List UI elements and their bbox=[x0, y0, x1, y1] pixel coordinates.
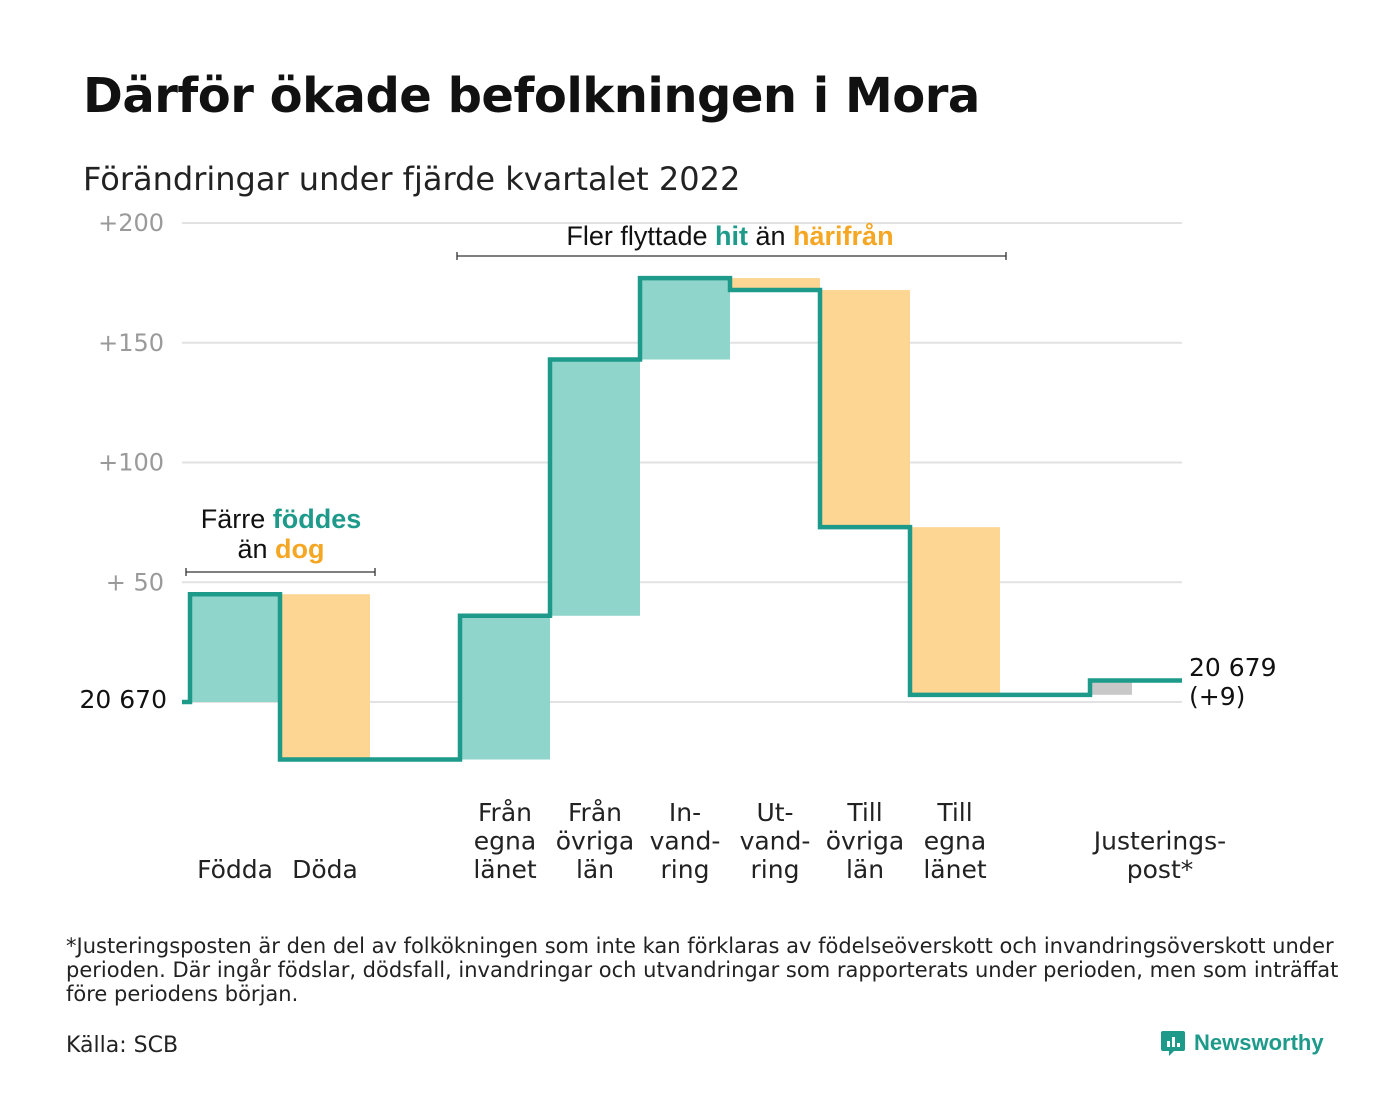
brand-logo: Newsworthy bbox=[1160, 1028, 1324, 1058]
brand-name: Newsworthy bbox=[1194, 1030, 1324, 1055]
end-change-label: (+9) bbox=[1189, 682, 1245, 711]
source-label: Källa: SCB bbox=[66, 1033, 179, 1058]
category-label: Döda bbox=[292, 855, 358, 884]
bar-Från egna länet bbox=[460, 615, 550, 760]
y-tick-label: +200 bbox=[98, 209, 164, 237]
bar-In- vand- ring bbox=[640, 278, 730, 360]
bar-Till egna länet bbox=[910, 527, 1000, 695]
waterfall-chart: +200 +150 +100 + 50 Födda Döda Från egna länet Fr… bbox=[80, 209, 1277, 885]
bar-Justerings- post* bbox=[1090, 680, 1132, 695]
category-label: Födda bbox=[197, 855, 273, 884]
births-annotation-line1: Färre föddes bbox=[201, 504, 362, 534]
category-label: Justerings-post* bbox=[1092, 827, 1226, 885]
category-label: Till övriga län bbox=[826, 798, 905, 884]
category-label: Från egna länet bbox=[473, 798, 536, 884]
y-tick-label: + 50 bbox=[106, 568, 164, 596]
category-label: Till egna länet bbox=[923, 798, 986, 884]
bar-Till övriga län bbox=[820, 290, 910, 528]
end-value-label: 20 679 bbox=[1189, 653, 1276, 682]
bar-Döda bbox=[280, 594, 370, 760]
footnote: *Justeringsposten är den del av folkökni… bbox=[66, 934, 1339, 1006]
category-label: Från övriga län bbox=[556, 798, 635, 884]
cumulative-step-line bbox=[182, 275, 1182, 762]
newsworthy-icon bbox=[1161, 1031, 1185, 1056]
chart-subtitle: Förändringar under fjärde kvartalet 2022 bbox=[83, 160, 741, 198]
bar-Från övriga län bbox=[550, 359, 640, 616]
migration-annotation: Fler flyttade hit än härifrån bbox=[566, 221, 893, 251]
births-annotation-line2: än dog bbox=[237, 534, 324, 564]
bar-Ut- vand- ring bbox=[730, 278, 820, 291]
bar-Födda bbox=[190, 594, 280, 702]
y-tick-label: +150 bbox=[98, 329, 164, 357]
y-tick-label: +100 bbox=[98, 449, 164, 477]
category-label: Ut-vand-ring bbox=[740, 798, 811, 884]
chart-title: Därför ökade befolkningen i Mora bbox=[83, 68, 980, 124]
category-label: In-vand-ring bbox=[650, 798, 721, 884]
start-value-label: 20 670 bbox=[80, 685, 167, 714]
